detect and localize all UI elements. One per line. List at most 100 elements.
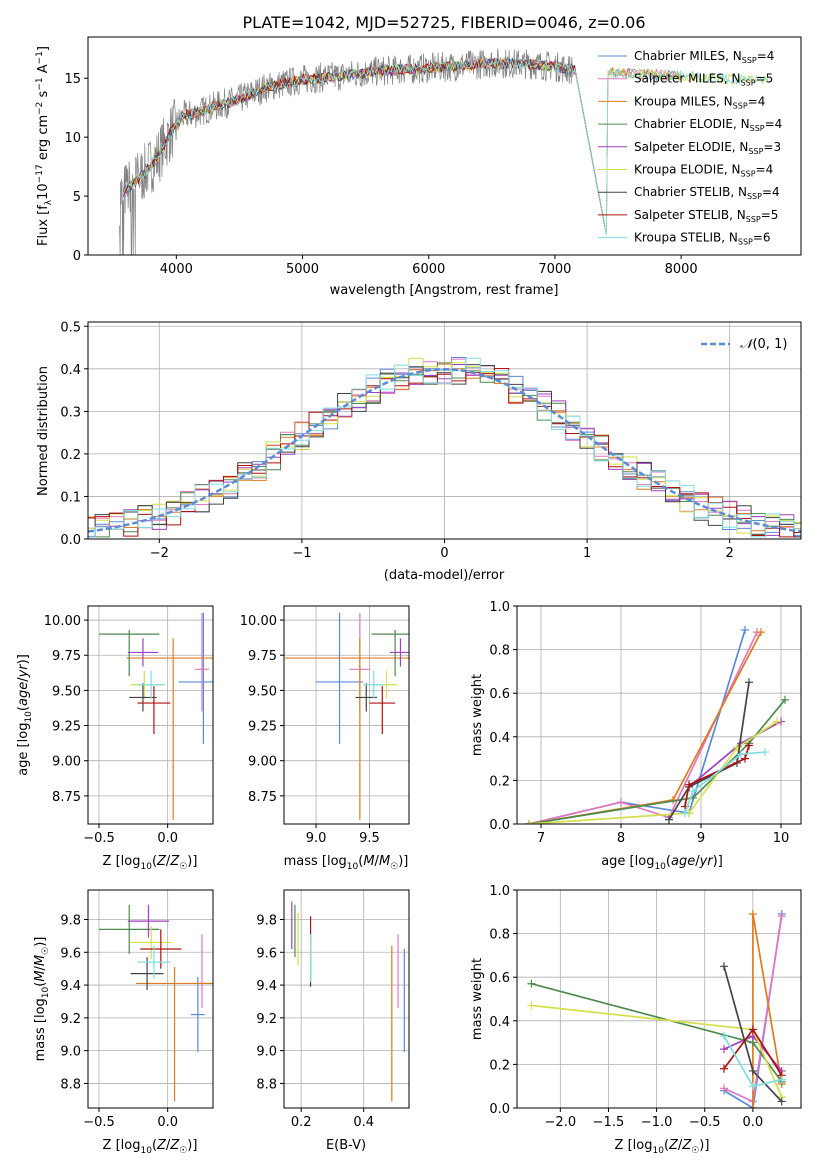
y-tick-label: 1.0 — [489, 884, 510, 899]
weight-marker-salpeter_miles — [777, 912, 786, 921]
legend-label-salpeter_miles: Salpeter MILES, NSSP=5 — [634, 72, 773, 88]
y-tick-label: 9.00 — [52, 755, 81, 770]
y-tick-label: 9.8 — [60, 914, 81, 929]
legend-label-chabrier_stelib: Chabrier STELIB, NSSP=4 — [634, 185, 780, 201]
weight-marker-kroupa_stelib — [748, 1082, 757, 1091]
y-tick-label: 9.50 — [52, 684, 81, 699]
weight-marker-chabrier_elodie — [527, 979, 536, 988]
y-tick-label: 10.00 — [44, 614, 81, 629]
y-tick-label: 0.0 — [489, 1102, 510, 1117]
model-fit-kroupa_stelib — [122, 57, 769, 235]
y-tick-label: 9.6 — [256, 946, 277, 961]
weight-marker-salpeter_stelib — [748, 1025, 757, 1034]
y-tick-label: 0.6 — [489, 687, 510, 702]
y-tick-label: 8.8 — [256, 1077, 277, 1092]
weight-marker-kroupa_elodie — [773, 717, 781, 726]
y-tick-label: 0 — [73, 249, 81, 264]
y-tick-label: 0.2 — [489, 774, 510, 789]
y-tick-label: 0.2 — [489, 1058, 510, 1073]
model-fit-kroupa_miles — [122, 58, 681, 235]
weight-vs-Z-panel: −2.0 −1.5 −1.0 −0.5 0.0 0.0 0.2 0.4 0.6 0.8 1.0 Z … — [470, 884, 802, 1156]
residual-panel: −2 −1 0 1 2 0.0 0.1 0.2 0.3 0.4 0.5 (data-model)/e… — [36, 320, 802, 583]
plot-area — [527, 909, 786, 1108]
wAge-ylabel: mass weight — [470, 674, 485, 756]
weight-marker-salpeter_stelib — [719, 1064, 728, 1073]
legend-label-kroupa_miles: Kroupa MILES, NSSP=4 — [634, 94, 765, 110]
y-tick-label: 0.0 — [60, 533, 81, 548]
y-tick-label: 9.2 — [60, 1012, 81, 1027]
y-tick-label: 0.1 — [60, 490, 81, 505]
y-tick-label: 9.75 — [248, 649, 277, 664]
plot-area — [119, 48, 769, 255]
x-tick-label: 5000 — [286, 262, 319, 277]
x-tick-label: 1 — [583, 546, 591, 561]
legend-label-chabrier_miles: Chabrier MILES, NSSP=4 — [634, 49, 774, 65]
x-tick-label: 2 — [726, 546, 734, 561]
weight-marker-salpeter_elodie — [719, 1045, 728, 1054]
weight-marker-kroupa_stelib — [761, 748, 769, 757]
legend-label-chabrier_elodie: Chabrier ELODIE, NSSP=4 — [634, 117, 782, 133]
y-tick-label: 5 — [73, 190, 81, 205]
weight-marker-chabrier_stelib — [719, 962, 728, 971]
residual-ylabel: Normed distribution — [36, 366, 51, 496]
y-tick-label: 10.00 — [240, 614, 277, 629]
y-tick-label: 0.4 — [60, 363, 81, 378]
mE-xlabel: E(B-V) — [326, 1138, 366, 1153]
x-tick-label: 0.2 — [291, 1115, 312, 1130]
weight-line-kroupa_miles — [528, 631, 762, 824]
x-tick-label: 9 — [697, 831, 705, 846]
x-tick-label: −0.5 — [83, 831, 115, 846]
x-tick-label: 0.0 — [157, 831, 178, 846]
weight-line-kroupa_elodie — [528, 720, 778, 824]
plot-area — [285, 613, 409, 820]
y-tick-label: 9.0 — [256, 1045, 277, 1060]
weight-line-salpeter_miles — [528, 631, 758, 824]
x-tick-label: −1 — [292, 546, 311, 561]
model-fit-chabrier_stelib — [122, 57, 606, 227]
model-fit-salpeter_stelib — [122, 58, 606, 227]
mZ-ylabel: mass [log10(M/M☉)] — [33, 937, 51, 1062]
y-tick-label: 9.8 — [256, 914, 277, 929]
x-tick-label: 0.0 — [157, 1115, 178, 1130]
residual-legend: 𝒩(0, 1) — [701, 337, 787, 352]
weight-marker-salpeter_miles — [617, 798, 625, 807]
weight-marker-kroupa_stelib — [737, 750, 745, 759]
y-tick-label: 0.0 — [489, 818, 510, 833]
x-tick-label: 4000 — [160, 262, 193, 277]
y-tick-label: 8.75 — [52, 790, 81, 805]
x-tick-label: 0.0 — [743, 1115, 764, 1130]
plot-area — [98, 904, 213, 1102]
axes-frame — [283, 605, 410, 825]
plot-area — [88, 357, 801, 538]
spectrum-panel: PLATE=1042, MJD=52725, FIBERID=0046, z=0… — [35, 13, 802, 298]
y-tick-label: 1.0 — [489, 600, 510, 615]
x-tick-label: −2.0 — [545, 1115, 577, 1130]
legend-label-kroupa_elodie: Kroupa ELODIE, NSSP=4 — [634, 163, 773, 179]
spectrum-xlabel: wavelength [Angstrom, rest frame] — [330, 283, 559, 298]
wZ-xlabel: Z [log10(Z/Z☉)] — [615, 1138, 710, 1156]
y-tick-label: 9.0 — [60, 1045, 81, 1060]
y-tick-label: 9.75 — [52, 649, 81, 664]
weight-marker-kroupa_miles — [748, 909, 757, 918]
x-tick-label: 8000 — [665, 262, 698, 277]
x-tick-label: −1.0 — [641, 1115, 673, 1130]
y-tick-label: 0.3 — [60, 405, 81, 420]
mass-vs-Z-panel: −0.5 0.0 8.8 9.0 9.2 9.4 9.6 9.8 Z [log10(Z/Z☉)… — [33, 889, 214, 1156]
plot-area — [291, 901, 405, 1102]
weight-marker-salpeter_stelib — [745, 741, 753, 750]
weight-line-chabrier_elodie — [528, 699, 786, 824]
x-tick-label: 7000 — [538, 262, 571, 277]
weight-line-salpeter_elodie — [688, 720, 782, 788]
wZ-ylabel: mass weight — [470, 958, 485, 1040]
axes-frame — [87, 889, 214, 1109]
weight-marker-kroupa_miles — [757, 628, 765, 637]
weight-line-kroupa_stelib — [684, 751, 766, 814]
weight-marker-kroupa_elodie — [525, 820, 533, 824]
y-tick-label: 9.6 — [60, 946, 81, 961]
weight-vs-age-panel: 7 8 9 10 0.0 0.2 0.4 0.6 0.8 1.0 age [log10(age/y… — [470, 600, 802, 872]
axes-frame — [283, 889, 410, 1109]
y-tick-label: 15 — [64, 72, 81, 87]
x-tick-label: 6000 — [412, 262, 445, 277]
mZ-xlabel: Z [log10(Z/Z☉)] — [103, 1138, 198, 1156]
